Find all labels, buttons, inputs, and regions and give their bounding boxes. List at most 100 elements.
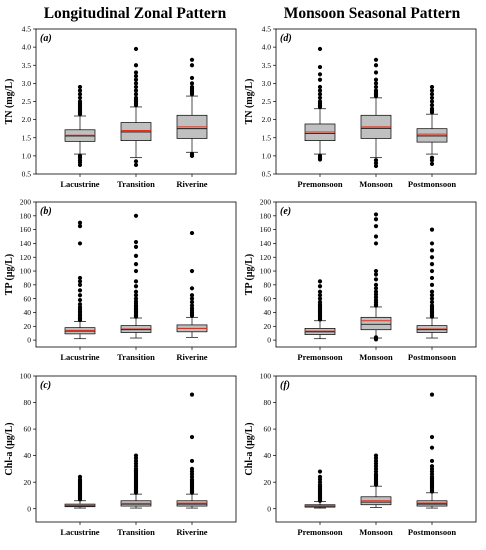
y-tick-label: 3.5 <box>262 61 272 70</box>
y-tick-label: 180 <box>260 211 272 220</box>
outlier-point <box>317 88 323 93</box>
outlier-point <box>373 241 379 246</box>
box-2: Transition <box>117 46 155 189</box>
outlier-point <box>429 434 435 440</box>
outlier-point <box>429 84 435 90</box>
outlier-point <box>77 297 83 303</box>
outlier-point <box>317 279 323 284</box>
outlier-point <box>133 253 139 258</box>
outlier-point <box>133 159 139 164</box>
outlier-point <box>133 296 139 301</box>
chart-panel-3: 0 20 40 60 80 100 Chl-a (μg/L) (c) Lacustrine Tra… <box>4 372 237 537</box>
y-tick-label: 4.5 <box>262 25 272 34</box>
outlier-point <box>133 268 139 274</box>
box-3: Postmonsoon <box>408 84 456 189</box>
panel-label: (b) <box>40 206 52 217</box>
outlier-point <box>133 70 139 75</box>
outlier-point <box>77 88 83 93</box>
outlier-point <box>133 81 139 86</box>
box-3: Postmonsoon <box>408 227 456 362</box>
category-label: Postmonsoon <box>408 352 456 362</box>
chart-panel-2: 0 20 40 60 80 100 120 140 160 180 200 TP (μg/L) (b) L… <box>4 198 237 362</box>
outlier-point <box>133 293 139 298</box>
outlier-point <box>429 99 435 104</box>
outlier-point <box>373 453 379 458</box>
category-label: Riverine <box>176 527 207 537</box>
chart-panel-5: 0 20 40 60 80 100 120 140 160 180 200 TP (μg/L) (e) P… <box>244 198 477 362</box>
category-label: Transition <box>117 179 155 189</box>
outlier-point <box>373 217 379 222</box>
outlier-point <box>317 284 323 289</box>
box-1: Lacustrine <box>60 84 100 189</box>
y-tick-label: 1.0 <box>22 151 32 160</box>
outlier-point <box>373 268 379 274</box>
y-tick-label: 0 <box>27 504 31 513</box>
category-label: Postmonsoon <box>408 527 456 537</box>
box-1: Premonsoon <box>297 469 343 537</box>
box-1: Premonsoon <box>297 279 343 362</box>
outlier-point <box>189 151 195 157</box>
panel-label: (c) <box>40 380 51 391</box>
outlier-point <box>429 445 435 450</box>
outlier-point <box>77 279 83 284</box>
y-tick-label: 0 <box>267 336 271 345</box>
category-label: Lacustrine <box>60 527 99 537</box>
y-tick-label: 60 <box>264 425 272 434</box>
y-axis-label: Chl-a (μg/L) <box>244 422 255 475</box>
outlier-point <box>133 88 139 93</box>
outlier-point <box>189 300 195 305</box>
outlier-point <box>317 300 323 305</box>
panel-label: (e) <box>280 206 291 217</box>
y-tick-label: 140 <box>20 239 32 248</box>
y-tick-label: 3.0 <box>262 79 272 88</box>
outlier-point <box>317 92 323 97</box>
outlier-point <box>189 303 195 308</box>
category-label: Premonsoon <box>297 527 342 537</box>
outlier-point <box>317 469 323 474</box>
outlier-point <box>373 224 379 229</box>
y-tick-label: 40 <box>264 308 272 317</box>
outlier-point <box>317 72 323 77</box>
outlier-point <box>133 213 139 218</box>
outlier-point <box>77 92 83 97</box>
box-2: Monsoon <box>359 453 393 537</box>
outlier-point <box>77 84 83 90</box>
outlier-point <box>189 75 195 81</box>
outlier-point <box>189 296 195 301</box>
outlier-point <box>133 284 139 289</box>
outlier-point <box>133 74 139 79</box>
y-tick-label: 100 <box>260 267 272 276</box>
outlier-point <box>77 302 83 307</box>
category-label: Lacustrine <box>60 179 99 189</box>
outlier-point <box>373 335 379 340</box>
outlier-point <box>373 272 379 277</box>
outlier-point <box>373 282 379 287</box>
y-tick-label: 60 <box>264 294 272 303</box>
outlier-point <box>77 282 83 287</box>
outlier-point <box>373 158 379 163</box>
outlier-point <box>189 434 195 440</box>
chart-panel-4: 0.5 1.0 1.5 2.0 2.5 3.0 3.5 4.0 4.5 TN (mg/L) (d) P… <box>244 25 477 189</box>
outlier-point <box>429 296 435 301</box>
outlier-point <box>189 392 195 397</box>
outlier-point <box>133 279 139 284</box>
y-tick-label: 1.0 <box>262 151 272 160</box>
outlier-point <box>429 92 435 97</box>
category-label: Riverine <box>176 352 207 362</box>
outlier-point <box>189 63 195 68</box>
outlier-point <box>317 84 323 90</box>
outlier-point <box>373 163 379 169</box>
outlier-point <box>429 293 435 298</box>
chart-panel-6: 0 20 40 60 80 100 Chl-a (μg/L) (f) Premonsoon Mon… <box>244 372 477 537</box>
panel-label: (d) <box>280 33 292 44</box>
y-tick-label: 1.5 <box>22 133 32 142</box>
box-2: Monsoon <box>359 57 393 189</box>
outlier-point <box>77 224 83 229</box>
y-tick-label: 4.0 <box>262 43 272 52</box>
y-tick-label: 160 <box>20 225 32 234</box>
y-tick-label: 120 <box>20 253 32 262</box>
category-label: Monsoon <box>359 527 393 537</box>
category-label: Transition <box>117 527 155 537</box>
outlier-point <box>189 293 195 298</box>
y-tick-label: 200 <box>260 198 272 207</box>
